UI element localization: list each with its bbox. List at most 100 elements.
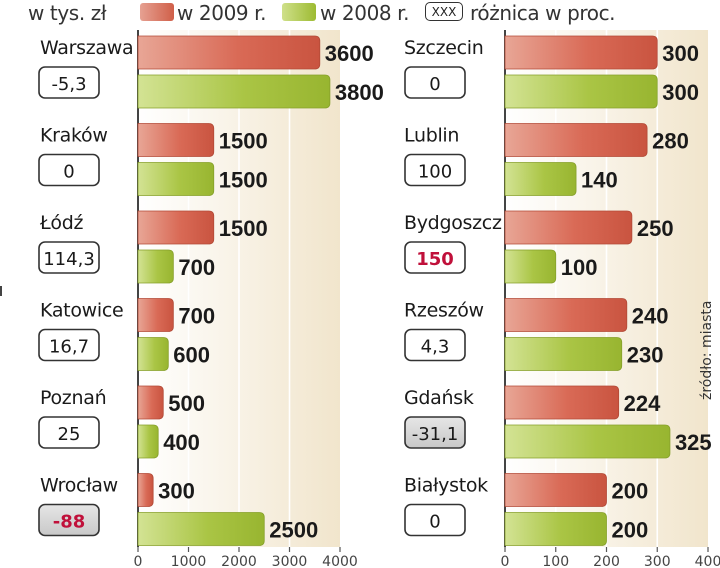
bar-2009 [137, 298, 174, 332]
data-label: 1500 [219, 216, 268, 241]
x-tick-label: 4000 [322, 554, 358, 568]
data-label: 3800 [335, 80, 384, 105]
data-label: 500 [168, 391, 205, 416]
x-tick-label: 0 [501, 554, 510, 568]
category-label: Warszawa [40, 37, 133, 59]
bar-2009 [137, 210, 215, 245]
category-label: Katowice [40, 300, 123, 322]
legend-2008-swatch [282, 3, 316, 21]
diff-value: 150 [416, 249, 454, 270]
bar-2009 [504, 123, 648, 157]
diff-value: -5,3 [51, 74, 86, 95]
diff-box [404, 503, 466, 537]
data-label: 280 [652, 129, 689, 154]
chart-panel-2: 0 100 200 300 400 Szczecin 0 300 300 Lublin 100 280… [404, 30, 720, 568]
bar-2008 [137, 424, 159, 459]
diff-box [404, 153, 466, 187]
diff-box [404, 328, 466, 362]
category-label: Kraków [40, 125, 108, 147]
x-tick-label: 2000 [221, 554, 257, 568]
diff-box [38, 66, 100, 99]
bar-2009 [504, 298, 628, 332]
category-label: Łódź [39, 212, 83, 234]
diff-value: -88 [53, 512, 86, 533]
bar-2008 [137, 162, 215, 196]
bar-2009 [137, 35, 321, 70]
data-label: 300 [662, 41, 699, 66]
data-label: 240 [632, 304, 669, 329]
bar-2008 [137, 337, 169, 371]
bar-2009 [504, 385, 620, 420]
diff-value: 4,3 [421, 337, 450, 358]
x-tick-label: 3000 [272, 554, 308, 568]
diff-value: -31,1 [412, 424, 459, 445]
diff-box [38, 503, 100, 537]
bar-2009 [137, 123, 215, 157]
data-label: 224 [624, 391, 661, 416]
category-label: Gdańsk [404, 387, 474, 409]
category-label: Szczecin [404, 37, 484, 59]
x-tick-label: 1000 [171, 554, 207, 568]
bar-2008 [504, 74, 658, 109]
bar-2009 [504, 35, 658, 70]
data-label: 300 [662, 80, 699, 105]
data-label: 3600 [325, 41, 374, 66]
diff-box [38, 328, 100, 362]
bar-2008 [504, 512, 607, 546]
diff-box [38, 241, 100, 274]
diff-value: 0 [63, 162, 74, 183]
bar-2008 [504, 424, 671, 459]
data-label: 250 [637, 216, 674, 241]
data-label: 1500 [219, 168, 268, 193]
bar-2008 [504, 249, 557, 284]
chart-panel-1: 0 1000 2000 3000 4000Warszawa-5,336003800Kra… [38, 30, 384, 568]
data-label: 400 [163, 430, 200, 455]
diff-value: 100 [418, 162, 452, 183]
legend: w tys. zł w 2009 r. w 2008 r. XXX różnic… [0, 0, 720, 28]
data-label: 140 [581, 168, 618, 193]
data-label: 700 [178, 255, 215, 280]
x-tick-label: 0 [134, 554, 143, 568]
category-label: Lublin [404, 125, 459, 147]
legend-diff-label: różnica w proc. [470, 1, 616, 25]
bar-2008 [137, 249, 174, 284]
bar-2009 [137, 473, 154, 507]
diff-box [38, 416, 100, 449]
data-label: 200 [612, 479, 649, 504]
data-label: 1500 [219, 129, 268, 154]
data-label: 300 [158, 479, 195, 504]
bar-2009 [504, 210, 633, 245]
legend-2008-label: w 2008 r. [320, 1, 410, 25]
x-tick-label: 200 [593, 554, 620, 568]
diff-box [38, 153, 100, 187]
x-tick-label: 100 [542, 554, 569, 568]
data-label: 700 [178, 304, 215, 329]
category-label: Poznań [40, 387, 106, 409]
diff-value: 0 [429, 512, 440, 533]
bar-2008 [137, 74, 331, 109]
data-label: 200 [612, 518, 649, 543]
source-note: źródło: miasta [699, 300, 715, 400]
bar-2009 [137, 385, 164, 420]
diff-value: 0 [429, 74, 440, 95]
category-label: Białystok [404, 475, 488, 497]
diff-value: 16,7 [49, 337, 89, 358]
data-label: 230 [627, 343, 664, 368]
legend-2009-label: w 2009 r. [177, 1, 267, 25]
edge-mark [0, 286, 2, 296]
diff-box [404, 416, 466, 449]
legend-unit-label: w tys. zł [28, 1, 107, 25]
bar-2009 [504, 473, 607, 507]
bar-2008 [504, 337, 623, 371]
x-tick-label: 400 [695, 554, 720, 568]
category-label: Wrocław [40, 475, 118, 497]
bar-2008 [504, 162, 577, 196]
data-label: 600 [173, 343, 210, 368]
diff-value: 114,3 [43, 249, 95, 270]
diff-box [404, 241, 466, 274]
data-label: 2500 [269, 518, 318, 543]
legend-diff-box: XXX [425, 2, 463, 21]
diff-box [404, 66, 466, 99]
category-label: Bydgoszcz [404, 212, 502, 234]
